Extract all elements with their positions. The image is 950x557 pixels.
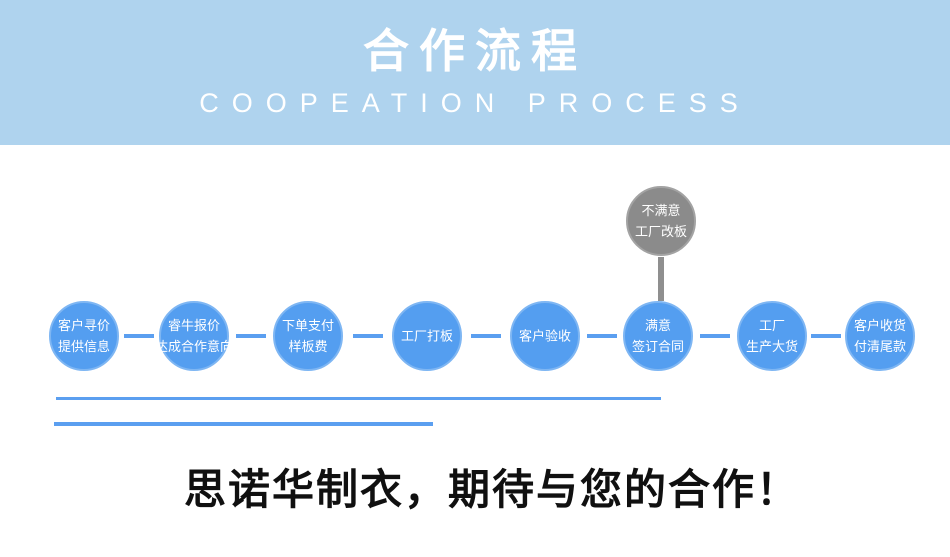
divider-line-top: [56, 397, 661, 400]
flow-step-label: 下单支付 样板费: [281, 318, 334, 354]
flow-step-5-customer-acceptance: 客户验收: [510, 301, 580, 371]
flow-connector: [236, 334, 266, 338]
divider-line-bottom: [54, 422, 433, 426]
flow-step-label: 睿牛报价 达成合作意向: [154, 318, 233, 354]
alt-branch-node: 不满意 工厂改板: [626, 186, 696, 256]
flow-step-4-factory-sample: 工厂打板: [392, 301, 462, 371]
flow-step-label: 工厂打板: [400, 328, 453, 344]
page-subtitle: COOPEATION PROCESS: [199, 88, 751, 118]
flow-step-label: 客户收货 付清尾款: [853, 318, 906, 354]
flow-step-label: 工厂 生产大货: [745, 318, 798, 354]
header-banner: 合作流程 COOPEATION PROCESS: [0, 0, 950, 145]
flow-connector: [700, 334, 730, 338]
flow-connector: [353, 334, 383, 338]
flow-connector: [471, 334, 501, 338]
page-title: 合作流程: [363, 25, 587, 77]
flow-step-label: 满意 签订合同: [631, 318, 684, 354]
flow-step-6-sign-contract: 满意 签订合同: [623, 301, 693, 371]
flow-step-3-order-sample-fee: 下单支付 样板费: [273, 301, 343, 371]
alt-branch-connector: [658, 257, 664, 301]
flow-connector: [811, 334, 841, 338]
footer-slogan: 思诺华制衣，期待与您的合作！: [183, 468, 800, 514]
flow-step-2-quote-intention: 睿牛报价 达成合作意向: [155, 301, 233, 371]
flow-step-label: 客户验收: [518, 328, 571, 344]
flow-step-7-mass-production: 工厂 生产大货: [737, 301, 807, 371]
flow-step-1-customer-inquiry: 客户寻价 提供信息: [49, 301, 119, 371]
flow-step-label: 客户寻价 提供信息: [57, 318, 110, 354]
flow-step-8-receive-pay-balance: 客户收货 付清尾款: [845, 301, 915, 371]
alt-branch-label: 不满意 工厂改板: [634, 203, 687, 239]
flow-connector: [587, 334, 617, 338]
flow-connector: [124, 334, 154, 338]
